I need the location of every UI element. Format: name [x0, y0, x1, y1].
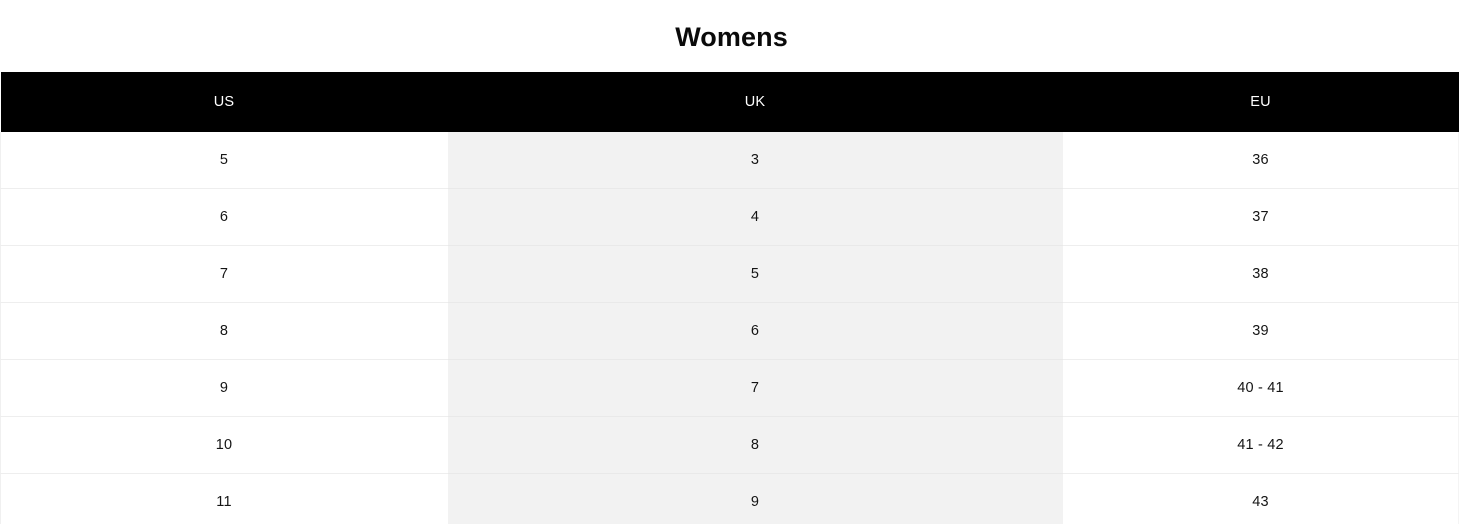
column-header-eu: EU: [1250, 94, 1271, 110]
table-row: 11 9 43: [0, 473, 1459, 524]
cell-eu: 39: [1062, 302, 1459, 360]
table-head: US UK EU: [0, 72, 1459, 132]
cell-us: 5: [0, 132, 448, 189]
cell-us: 8: [0, 302, 448, 360]
size-table-container: US UK EU 5 3 36 6 4 37 7 5: [0, 72, 1460, 524]
cell-uk: 6: [447, 302, 1063, 360]
table-body: 5 3 36 6 4 37 7 5 38 8 6 39: [0, 132, 1459, 524]
cell-eu: 36: [1062, 132, 1459, 189]
size-conversion-table: US UK EU 5 3 36 6 4 37 7 5: [0, 72, 1459, 524]
cell-eu: 37: [1062, 188, 1459, 246]
cell-eu: 38: [1062, 245, 1459, 303]
table-row: 10 8 41 - 42: [0, 416, 1459, 474]
table-row: 9 7 40 - 41: [0, 359, 1459, 417]
cell-us: 9: [0, 359, 448, 417]
page-title: Womens: [675, 22, 788, 53]
cell-uk: 7: [447, 359, 1063, 417]
column-header-uk: UK: [744, 94, 766, 110]
cell-us: 11: [0, 473, 448, 524]
cell-us: 7: [0, 245, 448, 303]
column-header-us: US: [213, 94, 235, 110]
cell-uk: 5: [447, 245, 1063, 303]
table-row: 8 6 39: [0, 302, 1459, 360]
title-bar: Womens: [0, 0, 1463, 72]
table-header-row: US UK EU: [0, 72, 1459, 132]
cell-uk: 8: [447, 416, 1063, 474]
cell-uk: 3: [447, 132, 1063, 189]
cell-uk: 9: [447, 473, 1063, 524]
table-row: 6 4 37: [0, 188, 1459, 246]
cell-eu: 40 - 41: [1062, 359, 1459, 417]
table-row: 5 3 36: [0, 132, 1459, 189]
cell-eu: 43: [1062, 473, 1459, 524]
cell-eu: 41 - 42: [1062, 416, 1459, 474]
table-row: 7 5 38: [0, 245, 1459, 303]
cell-uk: 4: [447, 188, 1063, 246]
cell-us: 6: [0, 188, 448, 246]
cell-us: 10: [0, 416, 448, 474]
